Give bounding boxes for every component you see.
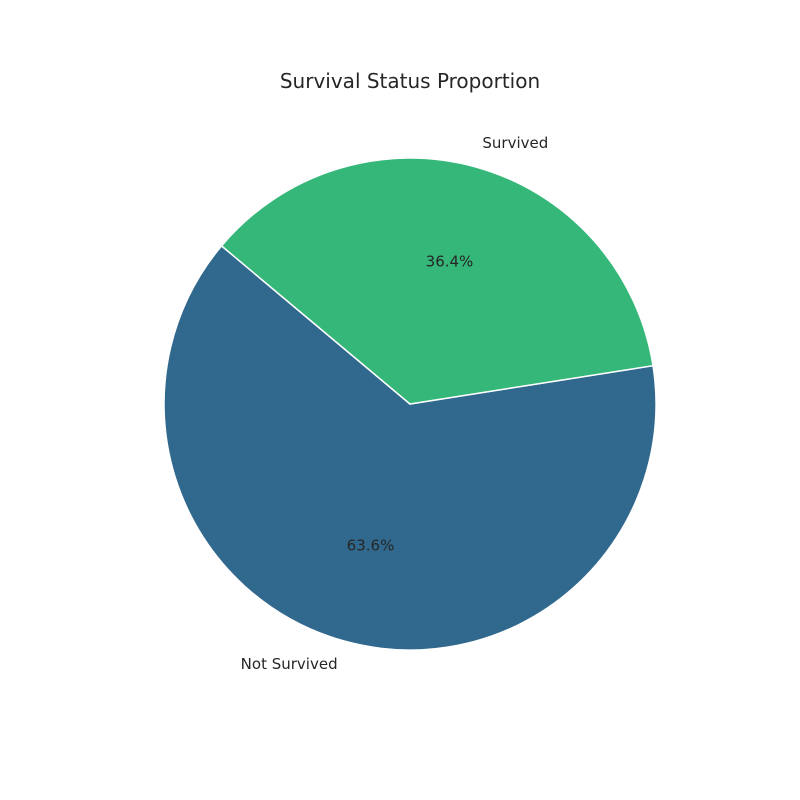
slice-label-survived: Survived xyxy=(482,134,548,152)
pct-label-survived: 36.4% xyxy=(426,252,474,270)
pie-labels: Not Survived 63.6% Survived 36.4% xyxy=(241,134,549,673)
pct-label-not-survived: 63.6% xyxy=(347,537,395,555)
pie-slice-not-survived xyxy=(163,245,657,651)
pie-slices xyxy=(163,157,657,651)
pie-slice-survived xyxy=(220,157,654,405)
chart-title: Survival Status Proportion xyxy=(280,69,540,93)
slice-label-not-survived: Not Survived xyxy=(241,655,338,673)
